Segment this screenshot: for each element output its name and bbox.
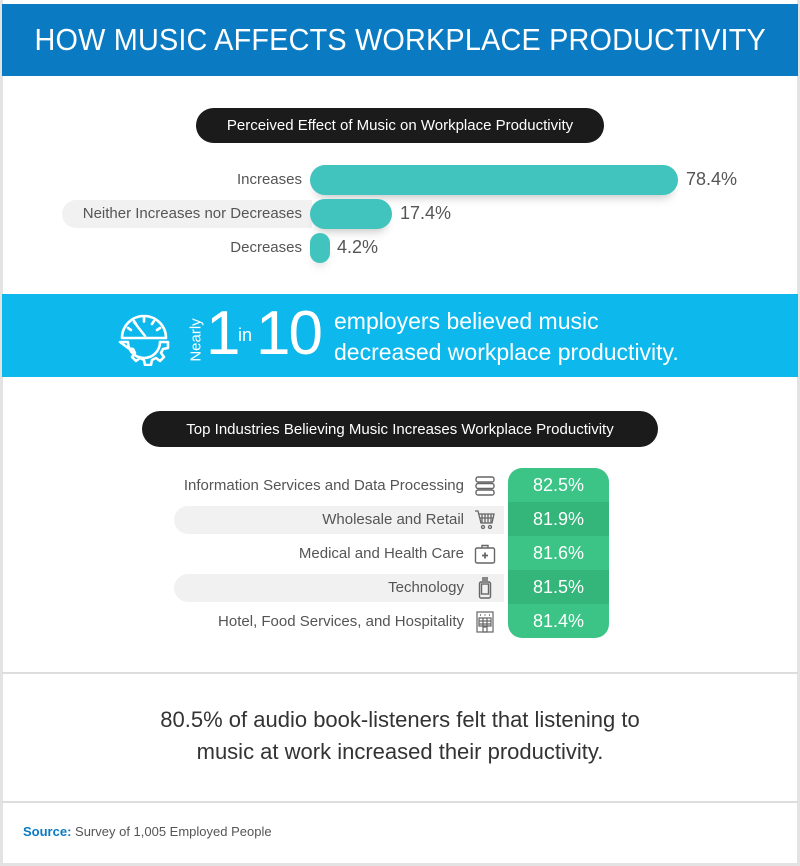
bar-decreases	[310, 233, 330, 263]
banner-description: employers believed music decreased workp…	[334, 308, 679, 365]
industry-row: Technology	[174, 574, 614, 602]
quote-text: 80.5% of audio book-listeners felt that …	[160, 707, 640, 764]
industry-label: Wholesale and Retail	[322, 511, 464, 528]
industry-value: 81.4%	[532, 610, 585, 631]
industry-row: Wholesale and Retail	[174, 506, 614, 534]
bar-row-neither: Neither Increases nor Decreases 17.4%	[60, 199, 760, 229]
medical-kit-icon	[474, 544, 496, 564]
industry-value: 81.5%	[508, 570, 609, 604]
industry-label: Information Services and Data Processing	[183, 477, 464, 494]
stat-numerator: 1	[206, 299, 241, 368]
industry-value: 82.5%	[532, 474, 585, 495]
industry-values: 82.5% 81.9% 81.6% 81.5% 81.4%	[508, 468, 609, 638]
bar-label: Increases	[236, 171, 302, 188]
header-banner: HOW MUSIC AFFECTS WORKPLACE PRODUCTIVITY	[2, 4, 798, 76]
bar-row-decreases: Decreases 4.2%	[60, 233, 760, 263]
chart1-title: Perceived Effect of Music on Workplace P…	[196, 108, 604, 143]
divider	[2, 672, 798, 674]
industry-value: 81.9%	[508, 502, 609, 536]
row-highlight	[174, 506, 504, 534]
divider	[2, 801, 798, 803]
industry-value: 81.6%	[532, 542, 585, 563]
bar-row-increases: Increases 78.4%	[60, 165, 760, 195]
row-highlight	[174, 574, 504, 602]
bar-label: Neither Increases nor Decreases	[82, 205, 302, 222]
bar-label: Decreases	[230, 239, 302, 256]
row-highlight	[62, 200, 312, 228]
page-title: HOW MUSIC AFFECTS WORKPLACE PRODUCTIVITY	[34, 22, 766, 57]
chart2-title: Top Industries Believing Music Increases…	[142, 411, 658, 447]
industry-row: Medical and Health Care	[174, 540, 614, 568]
industry-label: Hotel, Food Services, and Hospitality	[218, 613, 464, 630]
bar-increases	[310, 165, 678, 195]
source-note: Source: Survey of 1,005 Employed People	[23, 824, 272, 839]
nearly-label: Nearly	[187, 318, 205, 362]
shopping-cart-icon	[475, 510, 495, 530]
bar-value: 78.4%	[686, 169, 738, 189]
industry-row: Information Services and Data Processing	[174, 472, 614, 500]
bar-value: 4.2%	[337, 237, 379, 257]
source-text: Survey of 1,005 Employed People	[71, 824, 272, 839]
stat-in: in	[238, 325, 253, 345]
industry-label: Medical and Health Care	[298, 545, 464, 562]
stat-banner	[2, 294, 798, 377]
industry-label: Technology	[388, 579, 464, 596]
stat-denominator: 10	[256, 299, 323, 368]
hotel-building-icon	[476, 611, 494, 633]
smartphone-icon	[478, 577, 492, 599]
gauge-gear-icon	[118, 314, 170, 366]
source-label: Source:	[23, 824, 72, 839]
server-icon	[475, 476, 495, 496]
industry-row: Hotel, Food Services, and Hospitality	[174, 608, 614, 636]
bar-value: 17.4%	[400, 203, 452, 223]
bar-neither	[310, 199, 392, 229]
